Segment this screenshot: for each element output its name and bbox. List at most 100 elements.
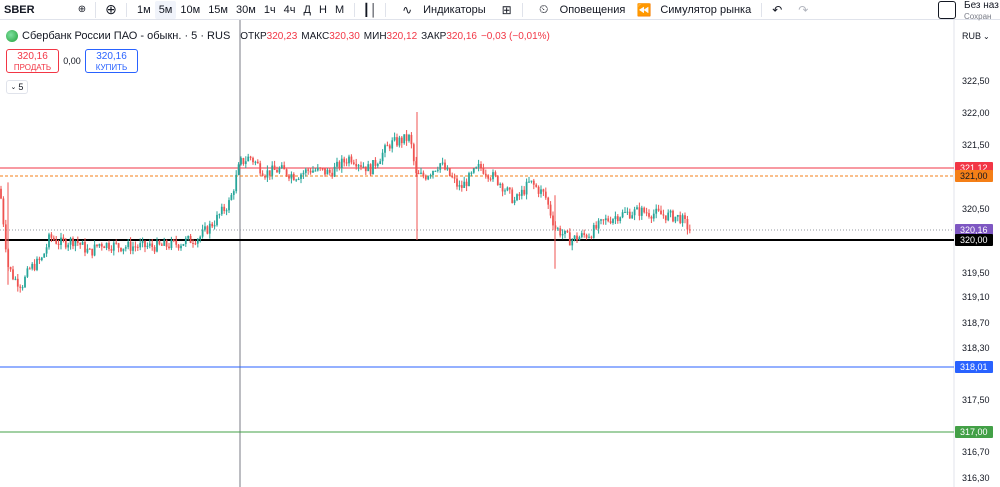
candle-body (64, 239, 67, 248)
candles-icon[interactable]: ┃│ (362, 2, 378, 17)
candle-body (621, 212, 624, 218)
candle-body (496, 175, 499, 185)
candle-body (679, 214, 682, 224)
candle-body (460, 185, 463, 188)
price-chart[interactable]: 322,50 322,00 321,50 320,50 319,50 319,10 318,… (0, 20, 1000, 487)
interval-Д[interactable]: Д (303, 3, 311, 16)
candle-body (100, 243, 103, 247)
currency-label: RUB (962, 31, 982, 41)
candle-body (540, 189, 542, 194)
candle-body (290, 174, 293, 179)
candle-body (62, 237, 65, 240)
candle-body (120, 247, 122, 252)
add-symbol-icon[interactable]: ⊕ (77, 4, 87, 15)
candle-body (129, 241, 132, 251)
symbol-search[interactable]: SBER ⊕ (4, 1, 96, 18)
candle-body (391, 140, 394, 149)
redo-icon[interactable]: ↷ (798, 2, 809, 17)
sell-label: ПРОДАТЬ (13, 63, 52, 72)
candle-body (302, 172, 305, 175)
indicators-button[interactable]: ∿ Индикаторы (398, 1, 490, 19)
close-value: 320,16 (446, 30, 477, 42)
candle-body (43, 253, 46, 258)
candle-body (271, 165, 274, 176)
candle-body (93, 244, 96, 256)
price-tick-label: 316,70 (962, 447, 990, 457)
candle-body (103, 246, 106, 249)
candle-body (50, 234, 53, 238)
candle-body (674, 216, 677, 222)
price-line-label: 318,01 (960, 362, 988, 372)
candle-body (295, 179, 298, 181)
candle-body (225, 210, 228, 212)
candle-body (285, 169, 288, 176)
low-label: МИН (363, 30, 387, 42)
interval-30м[interactable]: 30м (236, 3, 256, 16)
interval-М[interactable]: М (334, 3, 345, 16)
ohlc-values: ОТКР320,23 МАКС320,30 МИН320,12 ЗАКР320,… (240, 31, 550, 42)
candle-body (170, 239, 173, 249)
candle-body (396, 137, 398, 146)
candle-body (561, 234, 564, 236)
candle-body (72, 238, 74, 247)
candle-body (477, 163, 480, 168)
candle-body (160, 244, 163, 246)
interval-10м[interactable]: 10м (180, 3, 201, 16)
price-line-badge (955, 224, 993, 236)
currency-selector[interactable]: RUB ⌄ (962, 31, 990, 41)
candle-body (247, 156, 250, 162)
candle-body (333, 166, 336, 177)
interval-Н[interactable]: Н (318, 3, 327, 16)
interval-15м[interactable]: 15м (208, 3, 228, 16)
candle-body (504, 190, 506, 192)
candle-body (69, 238, 72, 245)
candle-body (132, 246, 134, 251)
indicators-icon: ∿ (402, 2, 413, 17)
interval-tag-label: 5 (18, 82, 24, 92)
layout-name-button[interactable]: Без наз Сохран (964, 0, 1000, 22)
collapse-legend-button[interactable]: ⌄ 5 (6, 80, 28, 94)
candle-body (88, 248, 91, 250)
candle-body (36, 258, 38, 270)
candle-body (643, 207, 646, 213)
undo-icon[interactable]: ↶ (772, 2, 783, 17)
sber-logo-icon (6, 30, 18, 42)
candle-body (494, 172, 497, 176)
interval-4ч[interactable]: 4ч (283, 3, 296, 16)
replay-button[interactable]: ⏪ Симулятор рынка (635, 1, 755, 19)
candle-body (177, 244, 180, 249)
candle-body (196, 239, 199, 244)
candle-body (304, 169, 307, 173)
templates-grid-icon[interactable]: ⊞ (501, 2, 512, 17)
candle-body (297, 178, 300, 180)
candle-body (192, 242, 194, 244)
candle-body (482, 167, 485, 174)
candle-body (398, 137, 401, 146)
candle-body (244, 161, 247, 164)
candle-body (616, 216, 619, 222)
interval-1ч[interactable]: 1ч (263, 3, 276, 16)
instrument-title[interactable]: Сбербанк России ПАО - обыкн. · 5 · RUS (22, 30, 231, 42)
open-value: 320,23 (266, 30, 298, 42)
interval-1м[interactable]: 1м (137, 3, 151, 16)
candle-body (312, 170, 314, 173)
layout-square-icon[interactable] (938, 1, 956, 19)
candle-body (14, 278, 17, 280)
interval-5м[interactable]: 5м (154, 0, 177, 19)
candle-body (393, 137, 396, 141)
candle-body (336, 161, 338, 167)
alerts-button[interactable]: ⏲ Оповещения (535, 1, 630, 19)
divider (761, 2, 763, 17)
candle-body (609, 221, 612, 224)
candle-body (350, 156, 353, 163)
candle-body (420, 172, 422, 174)
candle-body (242, 158, 245, 164)
candle-body (564, 230, 566, 235)
sell-button[interactable]: 320,16 ПРОДАТЬ (6, 49, 59, 73)
candle-body (475, 167, 478, 169)
alarm-clock-icon: ⏲ (538, 2, 549, 16)
compare-plus-icon[interactable]: ⊕ (105, 1, 117, 17)
buy-button[interactable]: 320,16 КУПИТЬ (85, 49, 138, 73)
sell-price: 320,16 (17, 51, 48, 62)
price-tick-label: 320,50 (962, 204, 990, 214)
